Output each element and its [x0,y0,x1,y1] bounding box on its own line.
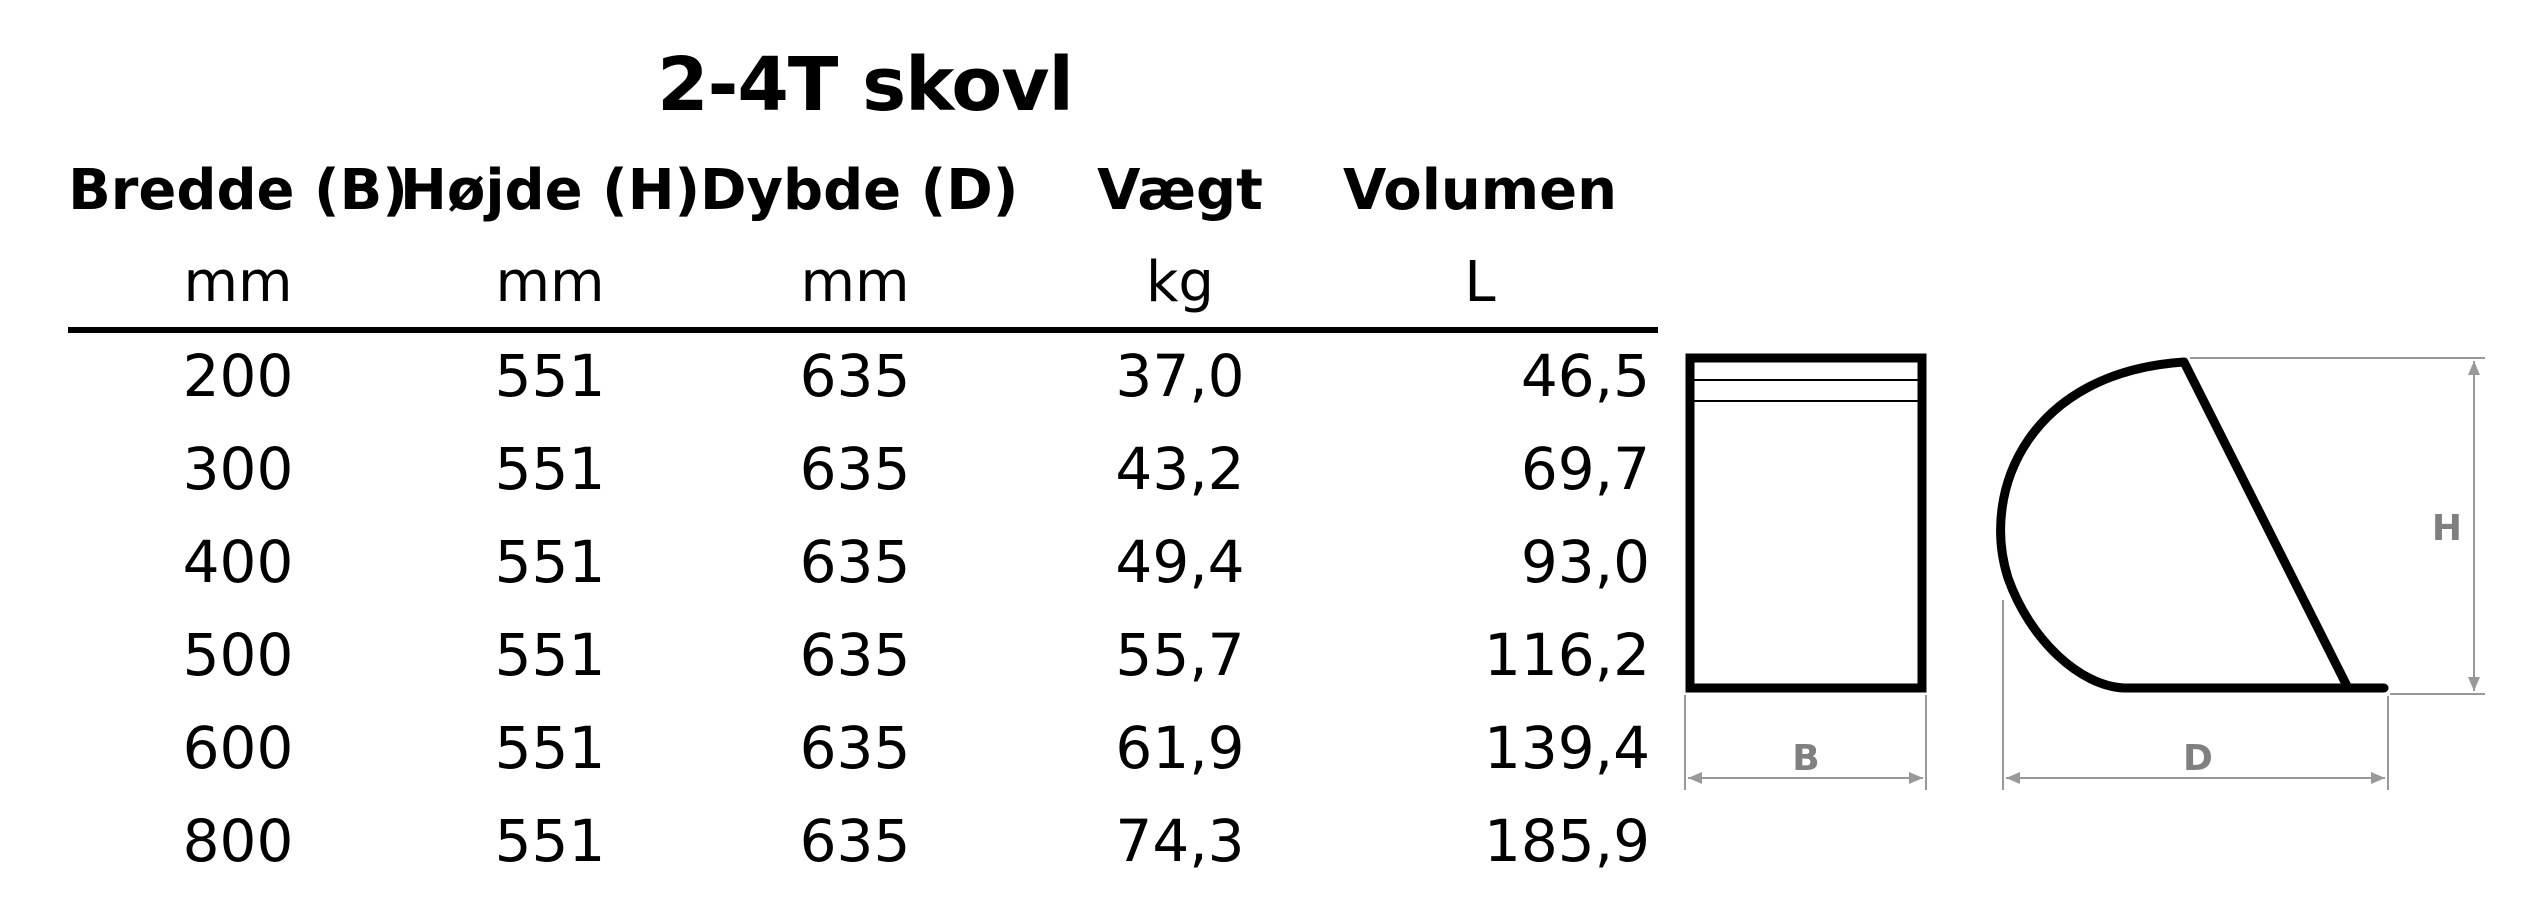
cell-width: 500 [182,621,294,689]
column-header-height: Højde (H) [400,158,701,223]
cell-depth: 635 [799,528,911,596]
width-dimension [1684,695,1927,790]
bucket-side-profile [1996,357,2389,693]
depth-dimension [2002,600,2389,790]
column-unit-height: mm [495,250,605,315]
width-label: B [1792,738,1819,779]
height-label: H [2432,508,2462,549]
cell-height: 551 [494,714,606,782]
cell-volume: 185,9 [1483,807,1650,875]
cell-height: 551 [494,435,606,503]
bucket-front-view [1685,353,1927,693]
cell-volume: 139,4 [1483,714,1650,782]
column-unit-width: mm [183,250,293,315]
cell-weight: 61,9 [1115,714,1245,782]
column-unit-volume: L [1464,250,1496,315]
cell-width: 200 [182,342,294,410]
cell-depth: 635 [799,342,911,410]
cell-height: 551 [494,807,606,875]
cell-height: 551 [494,621,606,689]
column-header-width: Bredde (B) [68,158,408,223]
column-header-depth: Dybde (D) [700,158,1019,223]
column-unit-weight: kg [1146,250,1214,315]
column-header-weight: Vægt [1097,158,1263,223]
cell-volume: 69,7 [1520,435,1650,503]
header-divider [68,327,1658,333]
column-unit-depth: mm [800,250,910,315]
cell-weight: 74,3 [1115,807,1245,875]
depth-label: D [2183,738,2213,779]
cell-weight: 55,7 [1115,621,1245,689]
column-header-volume: Volumen [1342,158,1617,223]
cell-depth: 635 [799,435,911,503]
cell-height: 551 [494,342,606,410]
cell-weight: 43,2 [1115,435,1245,503]
cell-weight: 49,4 [1115,528,1245,596]
cell-width: 600 [182,714,294,782]
cell-height: 551 [494,528,606,596]
cell-width: 800 [182,807,294,875]
cell-depth: 635 [799,621,911,689]
cell-volume: 93,0 [1520,528,1650,596]
table-title: 2-4T skovl [657,42,1074,128]
cell-depth: 635 [799,807,911,875]
cell-weight: 37,0 [1115,342,1245,410]
bucket-front-outline [1685,353,1927,693]
cell-width: 400 [182,528,294,596]
cell-width: 300 [182,435,294,503]
cell-volume: 46,5 [1520,342,1650,410]
height-dimension [2190,357,2485,695]
cell-volume: 116,2 [1483,621,1650,689]
cell-depth: 635 [799,714,911,782]
